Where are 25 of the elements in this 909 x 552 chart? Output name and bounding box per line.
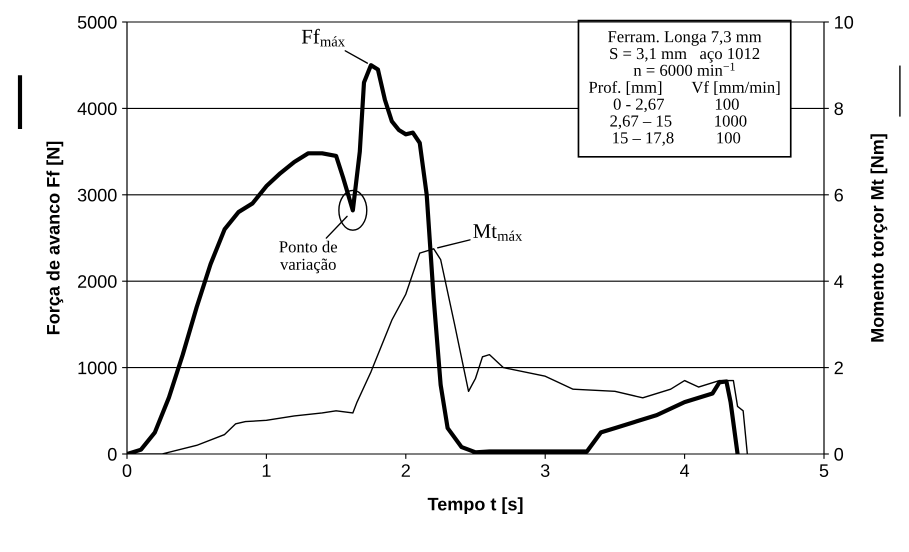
x-tick-label: 5 xyxy=(820,464,828,477)
annotation: Ferram. Longa 7,3 mm S = 3,1 mm aço 1012 n = 6000 min$^{−1}$ Prof. [mm] Vf [mm/min] 0 - 2,67 100 2,67 – 15 1000 15 – 17,8 100 xyxy=(588,31,780,146)
y-tick-label: 5000 xyxy=(78,16,117,29)
y2-tick-label: 10 xyxy=(835,16,854,29)
y-tick-label: 2000 xyxy=(78,275,117,288)
y-tick-label: 3000 xyxy=(78,188,117,202)
y-axis-title: Força de avanco Ff [N] xyxy=(46,142,64,334)
x-tick-label: 4 xyxy=(680,464,690,477)
x-axis-title: Tempo t [s] xyxy=(428,497,522,514)
y-tick-label: 4000 xyxy=(78,102,117,116)
y2-tick-label: 2 xyxy=(834,362,843,374)
annotation: Mt$_{máx}$ xyxy=(473,224,522,241)
x-tick-label: 2 xyxy=(402,464,410,477)
x-tick-label: 3 xyxy=(540,464,550,477)
y2-tick-label: 6 xyxy=(834,188,843,202)
y-tick-label: 1000 xyxy=(78,362,117,374)
y2-tick-label: 0 xyxy=(834,448,844,461)
y2-axis-title: Momento torçor Mt [Nm] xyxy=(870,134,888,342)
x-tick-label: 0 xyxy=(122,464,132,477)
y-tick-label: 0 xyxy=(108,448,117,461)
y2-tick-label: 4 xyxy=(834,275,844,288)
annotation: Ff$_{máx}$ xyxy=(302,28,345,46)
annotation: Ponto de variação xyxy=(279,240,338,274)
y2-tick-label: 8 xyxy=(834,102,843,116)
x-tick-label: 1 xyxy=(262,464,271,477)
